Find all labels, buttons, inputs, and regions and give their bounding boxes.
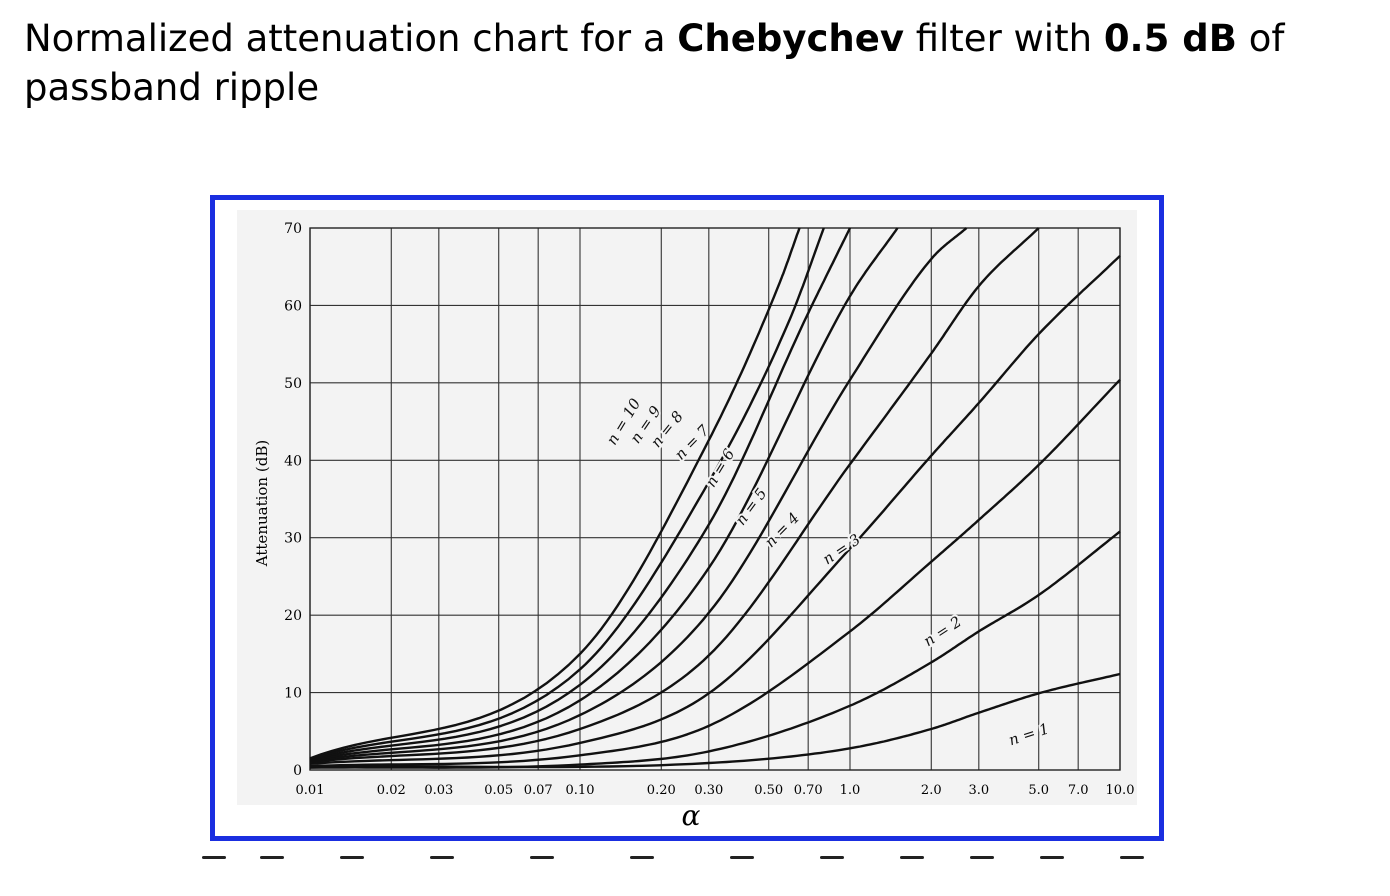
x-tick-label: 0.05 [484,783,513,798]
attenuation-chart: 0.01 0.02 0.03 0.05 0.07 0.10 0.20 0.30 0.50 0.70… [237,210,1137,832]
x-tick-label: 0.03 [424,783,453,798]
title-text-2: filter with [903,17,1104,60]
x-tick-label: 1.0 [840,783,861,798]
chart-frame: 0.01 0.02 0.03 0.05 0.07 0.10 0.20 0.30 0.50 0.70… [210,195,1164,841]
x-tick-label: 0.01 [296,783,325,798]
y-tick-label: 50 [284,376,302,392]
tick-labels: 0.01 0.02 0.03 0.05 0.07 0.10 0.20 0.30 0.50 0.70… [284,221,1134,798]
series-line-n6 [309,227,968,763]
x-tick-label: 2.0 [921,783,942,798]
x-tick-label: 0.20 [647,783,676,798]
y-tick-label: 60 [284,298,302,314]
series-line-n1 [309,672,1121,769]
series-line-n3 [309,378,1121,768]
y-tick-label: 40 [284,453,302,469]
x-tick-label: 0.50 [754,783,783,798]
title-filter-name: Chebychev [677,17,904,60]
x-tick-label: 5.0 [1028,783,1049,798]
slide-title: Normalized attenuation chart for a Cheby… [24,14,1374,112]
scan-background [237,210,1137,805]
series-lines [309,227,1121,769]
series-line-n8 [309,227,852,762]
series-line-n10 [309,227,801,760]
x-axis-label: α [682,799,701,832]
series-line-n4 [309,255,1121,765]
title-text-3: of passband ripple [24,17,1285,109]
grid [309,227,1121,771]
title-ripple-value: 0.5 dB [1103,17,1237,60]
x-tick-label: 0.30 [694,783,723,798]
y-tick-label: 20 [284,608,302,624]
y-axis-label: Attenuation (dB) [253,440,271,567]
x-tick-label: 0.10 [566,783,595,798]
x-tick-label: 0.07 [524,783,553,798]
y-tick-label: 10 [284,686,302,702]
y-tick-label: 70 [284,221,302,237]
series-line-n2 [309,530,1121,769]
y-tick-label: 30 [284,531,302,547]
x-tick-label: 10.0 [1106,783,1135,798]
title-text-1: Normalized attenuation chart for a [24,17,678,60]
clipped-text-line [200,856,1180,862]
x-tick-label: 7.0 [1068,783,1089,798]
plot-border [309,227,1121,771]
series-line-n7 [309,227,899,762]
x-tick-label: 0.02 [377,783,406,798]
y-tick-label: 0 [293,763,302,779]
series-line-n5 [309,227,1040,764]
x-tick-label: 3.0 [968,783,989,798]
x-tick-label: 0.70 [794,783,823,798]
series-line-n9 [309,227,825,761]
